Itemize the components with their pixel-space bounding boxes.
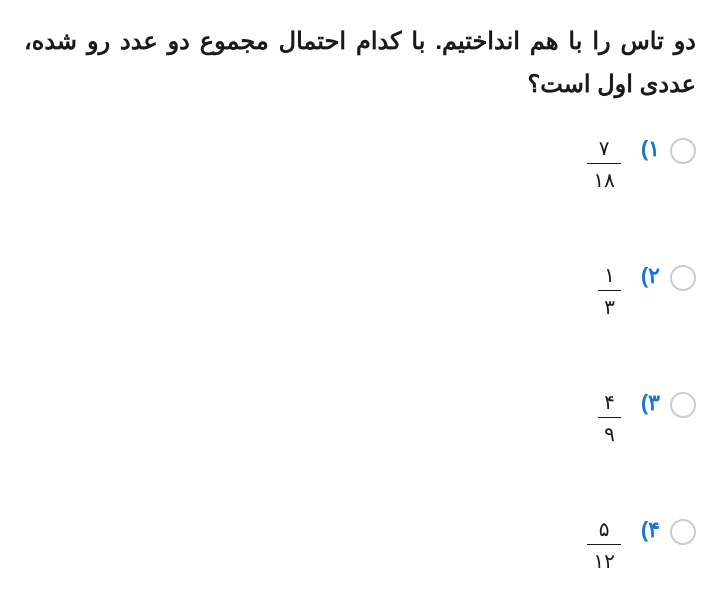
numerator-2: ۱ bbox=[598, 263, 621, 290]
option-2[interactable]: ۲) ۱ ۳ bbox=[24, 263, 696, 320]
option-4[interactable]: ۴) ۵ ۱۲ bbox=[24, 517, 696, 574]
option-number-3: ۳) bbox=[641, 390, 660, 416]
option-number-2: ۲) bbox=[641, 263, 660, 289]
denominator-1: ۱۸ bbox=[587, 164, 620, 193]
option-3[interactable]: ۳) ۴ ۹ bbox=[24, 390, 696, 447]
fraction-2: ۱ ۳ bbox=[598, 263, 621, 320]
denominator-4: ۱۲ bbox=[587, 545, 620, 574]
options-container: ۱) ۷ ۱۸ ۲) ۱ ۳ ۳) ۴ ۹ ۴) ۵ ۱۲ bbox=[24, 136, 696, 574]
fraction-1: ۷ ۱۸ bbox=[587, 136, 620, 193]
denominator-2: ۳ bbox=[598, 291, 621, 320]
fraction-4: ۵ ۱۲ bbox=[587, 517, 620, 574]
radio-icon[interactable] bbox=[670, 138, 696, 164]
radio-icon[interactable] bbox=[670, 265, 696, 291]
numerator-4: ۵ bbox=[593, 517, 616, 544]
option-1[interactable]: ۱) ۷ ۱۸ bbox=[24, 136, 696, 193]
option-number-4: ۴) bbox=[641, 517, 660, 543]
numerator-3: ۴ bbox=[598, 390, 621, 417]
option-number-1: ۱) bbox=[641, 136, 660, 162]
fraction-3: ۴ ۹ bbox=[598, 390, 621, 447]
radio-icon[interactable] bbox=[670, 392, 696, 418]
denominator-3: ۹ bbox=[598, 418, 621, 447]
question-text: دو تاس را با هم انداختیم. با کدام احتمال… bbox=[24, 20, 696, 106]
numerator-1: ۷ bbox=[593, 136, 616, 163]
radio-icon[interactable] bbox=[670, 519, 696, 545]
